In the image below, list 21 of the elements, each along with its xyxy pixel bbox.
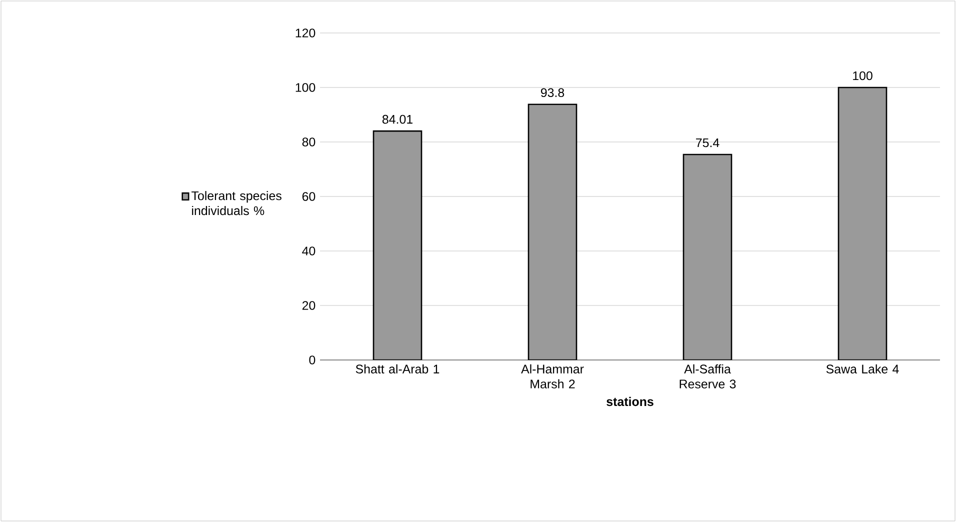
legend-label: Tolerant species individuals % [192, 191, 282, 216]
data-label: 93.8 [540, 88, 564, 98]
y-tick-label: 80 [302, 138, 316, 146]
bar [682, 154, 732, 360]
data-label: 100 [853, 71, 872, 80]
y-tick-label: 100 [296, 83, 316, 92]
x-tick-label: Shatt al-Arab 1 [356, 364, 440, 374]
data-label: 84.01 [382, 114, 412, 124]
y-tick-label: 20 [302, 301, 316, 310]
bar [372, 130, 422, 360]
y-tick-label: 120 [296, 28, 316, 38]
bar [528, 104, 578, 360]
y-tick-label: 0 [309, 356, 316, 364]
x-tick-label: Al-Hammar Marsh 2 [521, 364, 584, 388]
y-tick-label: 40 [302, 246, 316, 256]
x-axis-title: stations [606, 396, 654, 406]
x-tick-label: Al-Saffia Reserve 3 [680, 364, 736, 388]
data-label: 75.4 [696, 138, 720, 148]
x-tick-label: Sawa Lake 4 [826, 364, 899, 374]
bar [838, 86, 888, 360]
y-tick-label: 60 [302, 192, 316, 201]
